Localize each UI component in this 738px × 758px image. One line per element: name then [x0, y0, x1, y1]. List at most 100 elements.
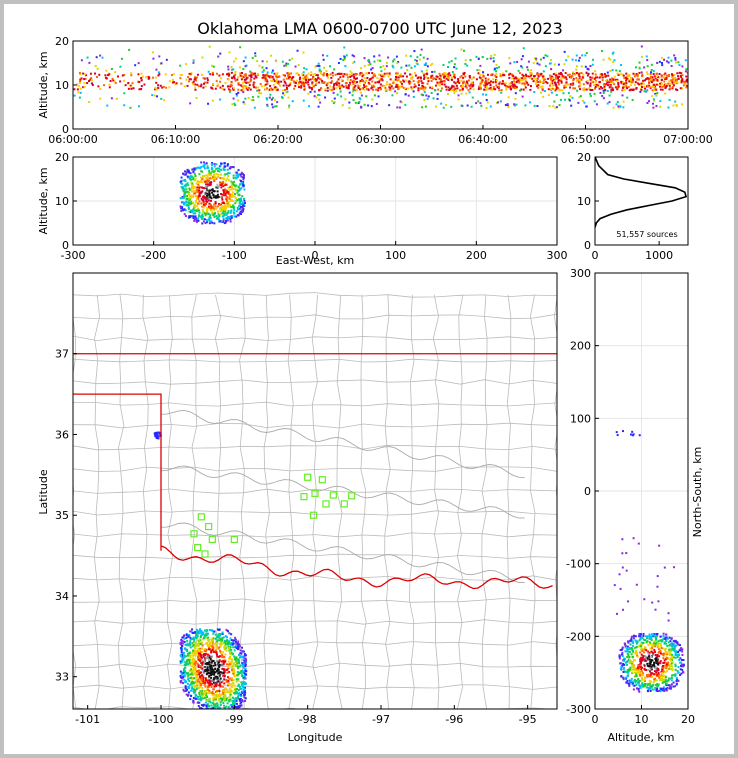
county-line: [73, 684, 557, 690]
plan-view-cell: [212, 637, 215, 640]
plan-view-cell: [205, 705, 208, 708]
time-altitude-cell: [541, 85, 544, 88]
time-altitude-cell: [550, 78, 553, 81]
north-south-cell: [649, 674, 652, 677]
time-altitude-cell: [455, 84, 458, 87]
time-altitude-cell: [453, 91, 456, 94]
plan-view-cell: [207, 636, 210, 639]
time-altitude-cell: [396, 106, 399, 109]
time-altitude-cell: [380, 75, 383, 78]
time-altitude-cell: [192, 59, 195, 62]
north-south-cell: [680, 661, 683, 664]
plan-view-cell: [223, 695, 226, 698]
time-altitude-cell: [680, 79, 683, 82]
county-line: [73, 510, 557, 516]
plan-view-cell: [224, 641, 227, 644]
time-altitude-cell: [88, 101, 91, 104]
time-altitude-cell: [189, 78, 192, 81]
east-west-cell: [242, 207, 245, 210]
north-south-cell: [668, 644, 671, 647]
time-altitude-cell: [422, 56, 425, 59]
north-south-cell: [675, 650, 678, 653]
east-west-cell: [188, 203, 191, 206]
time-altitude-cell: [359, 98, 362, 101]
plan-view-cell: [182, 670, 185, 673]
east-west-cell: [212, 214, 215, 217]
time-altitude-cell: [91, 83, 94, 86]
time-altitude-cell: [493, 68, 496, 71]
plan-view-cell: [204, 669, 207, 672]
north-south-cell: [653, 644, 656, 647]
time-altitude-cell: [269, 84, 272, 87]
plan-view-cell: [197, 655, 200, 658]
time-altitude-cell: [642, 82, 645, 85]
east-west-cell: [235, 197, 238, 200]
east-west-cell: [238, 202, 241, 205]
time-altitude-cell: [451, 84, 454, 87]
time-altitude-cell: [341, 84, 344, 87]
plan-view-cell: [189, 668, 192, 671]
time-altitude-cell: [375, 88, 378, 91]
north-south-cell: [622, 662, 625, 665]
time-altitude-cell: [383, 68, 386, 71]
east-west-cell: [183, 188, 186, 191]
time-altitude-cell: [492, 78, 495, 81]
time-altitude-cell: [622, 84, 625, 87]
plan-view-cell: [195, 675, 198, 678]
time-altitude-cell: [578, 75, 581, 78]
plan-view-cell: [204, 696, 207, 699]
east-west-cell: [229, 211, 232, 214]
time-altitude-cell: [536, 80, 539, 83]
time-altitude-cell: [435, 78, 438, 81]
time-altitude-cell: [228, 51, 231, 54]
east-west-cell: [208, 192, 211, 195]
time-altitude-cell: [477, 100, 480, 103]
east-west-cell: [198, 200, 201, 203]
time-altitude-cell: [445, 88, 448, 91]
time-altitude-cell: [562, 92, 565, 95]
east-west-cell: [186, 175, 189, 178]
time-altitude-cell: [544, 65, 547, 68]
time-altitude-cell: [107, 73, 110, 76]
time-altitude-cell: [617, 105, 620, 108]
plan-view-cell: [217, 698, 220, 701]
time-altitude-cell: [165, 58, 168, 61]
east-west-cell: [189, 216, 192, 219]
time-altitude-cell: [365, 88, 368, 91]
time-altitude-cell: [513, 103, 516, 106]
time-altitude-cell: [468, 91, 471, 94]
time-altitude-cell: [447, 75, 450, 78]
time-altitude-cell: [359, 91, 362, 94]
north-south-cell: [651, 684, 654, 687]
north-south-cell: [638, 632, 641, 635]
plan-view-cell: [192, 664, 195, 667]
east-west-cell: [203, 187, 206, 190]
time-altitude-cell: [138, 105, 141, 108]
time-altitude-cell: [636, 78, 639, 81]
time-altitude-cell: [360, 67, 363, 70]
east-west-cell: [221, 206, 224, 209]
time-altitude-cell: [580, 72, 583, 75]
time-altitude-cell: [655, 105, 658, 108]
plan-view-cell: [218, 646, 221, 649]
north-south-cell: [639, 635, 642, 638]
east-west-cell: [234, 202, 237, 205]
east-west-cell: [195, 201, 198, 204]
time-altitude-cell: [305, 68, 308, 71]
north-south-cell: [674, 656, 677, 659]
time-altitude-cell: [663, 83, 666, 86]
time-altitude-cell: [413, 72, 416, 75]
time-altitude-cell: [680, 72, 683, 75]
time-altitude-cell: [419, 87, 422, 90]
time-altitude-cell: [649, 71, 652, 74]
east-west-cell: [220, 220, 223, 223]
east-west-cell: [207, 205, 210, 208]
east-west-cell: [227, 186, 230, 189]
plan-view-cell: [208, 646, 211, 649]
time-altitude-cell: [250, 74, 253, 77]
time-altitude-cell: [686, 78, 688, 81]
plan-view-cell: [202, 704, 205, 707]
time-altitude-cell: [286, 90, 289, 93]
time-altitude-cell: [269, 74, 272, 77]
